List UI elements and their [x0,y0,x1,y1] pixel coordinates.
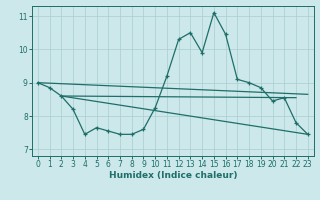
X-axis label: Humidex (Indice chaleur): Humidex (Indice chaleur) [108,171,237,180]
